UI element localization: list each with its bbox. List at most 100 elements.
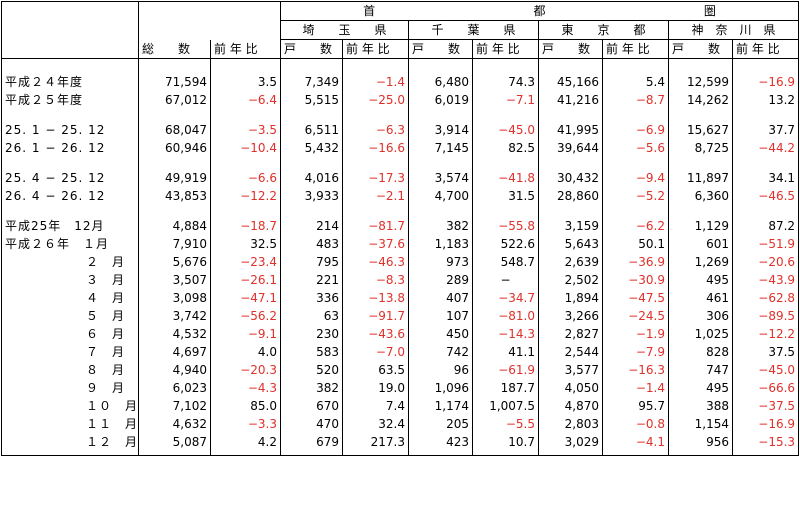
header-count: 戸 数 bbox=[668, 39, 733, 59]
kanagawa-count: 461 bbox=[668, 289, 733, 307]
chiba-ratio: −34.7 bbox=[472, 289, 539, 307]
total-count: 68,047 bbox=[138, 121, 211, 139]
tokyo-ratio: −36.9 bbox=[602, 253, 669, 271]
tokyo-count: 3,159 bbox=[538, 217, 603, 235]
header-shuto: 首 bbox=[363, 4, 376, 18]
total-ratio: 4.0 bbox=[210, 343, 281, 361]
kanagawa-count: 8,725 bbox=[668, 139, 733, 157]
tokyo-ratio: −5.2 bbox=[602, 187, 669, 205]
chiba-ratio: −41.8 bbox=[472, 169, 539, 187]
total-ratio: −3.5 bbox=[210, 121, 281, 139]
table-row: ４ 月 3,098 −47.1 336 −13.8 407 −34.7 1,894 −47.5 4… bbox=[2, 289, 799, 307]
chiba-count: 1,096 bbox=[408, 379, 473, 397]
saitama-ratio: −7.0 bbox=[342, 343, 409, 361]
total-count: 71,594 bbox=[138, 73, 211, 91]
chiba-count: 96 bbox=[408, 361, 473, 379]
tokyo-count: 2,803 bbox=[538, 415, 603, 433]
chiba-ratio: 522.6 bbox=[472, 235, 539, 253]
kanagawa-ratio: −62.8 bbox=[731, 289, 799, 307]
saitama-count: 221 bbox=[280, 271, 343, 289]
kanagawa-ratio: 37.5 bbox=[731, 343, 799, 361]
total-ratio: −18.7 bbox=[210, 217, 281, 235]
chiba-ratio: −81.0 bbox=[472, 307, 539, 325]
saitama-ratio: −17.3 bbox=[342, 169, 409, 187]
header-ratio: 前 年 比 bbox=[731, 39, 799, 59]
chiba-count: 6,480 bbox=[408, 73, 473, 91]
table-row: ９ 月 6,023 −4.3 382 19.0 1,096 187.7 4,050 −1.4 49… bbox=[2, 379, 799, 397]
group-spacer bbox=[2, 109, 799, 121]
chiba-ratio: 31.5 bbox=[472, 187, 539, 205]
total-count: 4,532 bbox=[138, 325, 211, 343]
tokyo-ratio: −6.2 bbox=[602, 217, 669, 235]
kanagawa-ratio: 87.2 bbox=[731, 217, 799, 235]
header-count: 戸 数 bbox=[280, 39, 343, 59]
row-label: １１ 月 bbox=[86, 417, 139, 431]
row-label: 平成２６年 １月 bbox=[5, 237, 110, 251]
table-row: 26. 4 − 26. 12 43,853 −12.2 3,933 −2.1 4,700 3… bbox=[2, 187, 799, 205]
table-row: 25. 4 − 25. 12 49,919 −6.6 4,016 −17.3 3,574−… bbox=[2, 169, 799, 187]
row-label: ８ 月 bbox=[86, 363, 126, 377]
row-label: １２ 月 bbox=[86, 435, 139, 449]
total-count: 4,697 bbox=[138, 343, 211, 361]
kanagawa-count: 388 bbox=[668, 397, 733, 415]
kanagawa-count: 1,129 bbox=[668, 217, 733, 235]
header-total-ratio: 前 年 比 bbox=[210, 39, 281, 59]
row-label: ６ 月 bbox=[86, 327, 126, 341]
chiba-ratio: −7.1 bbox=[472, 91, 539, 109]
saitama-count: 5,432 bbox=[280, 139, 343, 157]
tokyo-ratio: −16.3 bbox=[602, 361, 669, 379]
tokyo-ratio: −8.7 bbox=[602, 91, 669, 109]
chiba-ratio: −5.5 bbox=[472, 415, 539, 433]
prefecture-header-saitama: 埼 玉 県 bbox=[280, 20, 409, 40]
saitama-ratio: −91.7 bbox=[342, 307, 409, 325]
saitama-count: 3,933 bbox=[280, 187, 343, 205]
chiba-ratio: 82.5 bbox=[472, 139, 539, 157]
header-count: 戸 数 bbox=[408, 39, 473, 59]
kanagawa-count: 12,599 bbox=[668, 73, 733, 91]
chiba-count: 742 bbox=[408, 343, 473, 361]
saitama-ratio: 217.3 bbox=[342, 433, 409, 451]
chiba-ratio: −61.9 bbox=[472, 361, 539, 379]
total-ratio: −20.3 bbox=[210, 361, 281, 379]
group-spacer bbox=[2, 205, 799, 217]
tokyo-ratio: −5.6 bbox=[602, 139, 669, 157]
table-row: ５ 月 3,742 −56.2 63 −91.7 107 −81.0 3,266 −24.5 30… bbox=[2, 307, 799, 325]
total-ratio: −4.3 bbox=[210, 379, 281, 397]
table-row: 平成25年 12月 4,884 −18.7 214 −81.7 382 −55.8 3,159… bbox=[2, 217, 799, 235]
chiba-count: 7,145 bbox=[408, 139, 473, 157]
chiba-count: 407 bbox=[408, 289, 473, 307]
kanagawa-ratio: −51.9 bbox=[731, 235, 799, 253]
row-label: ３ 月 bbox=[86, 273, 126, 287]
kanagawa-ratio: −15.3 bbox=[731, 433, 799, 451]
chiba-ratio: − bbox=[472, 271, 539, 289]
tokyo-ratio: −7.9 bbox=[602, 343, 669, 361]
saitama-ratio: −1.4 bbox=[342, 73, 409, 91]
chiba-ratio: 41.1 bbox=[472, 343, 539, 361]
saitama-ratio: 63.5 bbox=[342, 361, 409, 379]
group-spacer bbox=[2, 58, 799, 73]
kanagawa-ratio: 13.2 bbox=[731, 91, 799, 109]
prefecture-header-kanagawa: 神 奈 川 県 bbox=[667, 20, 799, 40]
total-ratio: −12.2 bbox=[210, 187, 281, 205]
kanagawa-count: 495 bbox=[668, 271, 733, 289]
table-row: １１ 月 4,632 −3.3 470 32.4 205 −5.5 2,803 −0.8 1,15… bbox=[2, 415, 799, 433]
header-count: 戸 数 bbox=[538, 39, 603, 59]
tokyo-count: 5,643 bbox=[538, 235, 603, 253]
saitama-count: 6,511 bbox=[280, 121, 343, 139]
row-label: 平成２５年度 bbox=[5, 93, 84, 107]
total-count: 5,676 bbox=[138, 253, 211, 271]
table-body: 平成２４年度 71,594 3.5 7,349 −1.4 6,480 74.3 45,166 5… bbox=[2, 58, 799, 456]
total-ratio: −56.2 bbox=[210, 307, 281, 325]
chiba-count: 3,914 bbox=[408, 121, 473, 139]
row-label: ４ 月 bbox=[86, 291, 126, 305]
saitama-ratio: 32.4 bbox=[342, 415, 409, 433]
tokyo-count: 3,577 bbox=[538, 361, 603, 379]
tokyo-count: 4,050 bbox=[538, 379, 603, 397]
shuto-ken-header: 首 都 圏 bbox=[279, 1, 799, 21]
tokyo-ratio: −24.5 bbox=[602, 307, 669, 325]
chiba-count: 6,019 bbox=[408, 91, 473, 109]
saitama-count: 214 bbox=[280, 217, 343, 235]
chiba-count: 4,700 bbox=[408, 187, 473, 205]
total-count: 3,507 bbox=[138, 271, 211, 289]
kanagawa-count: 828 bbox=[668, 343, 733, 361]
